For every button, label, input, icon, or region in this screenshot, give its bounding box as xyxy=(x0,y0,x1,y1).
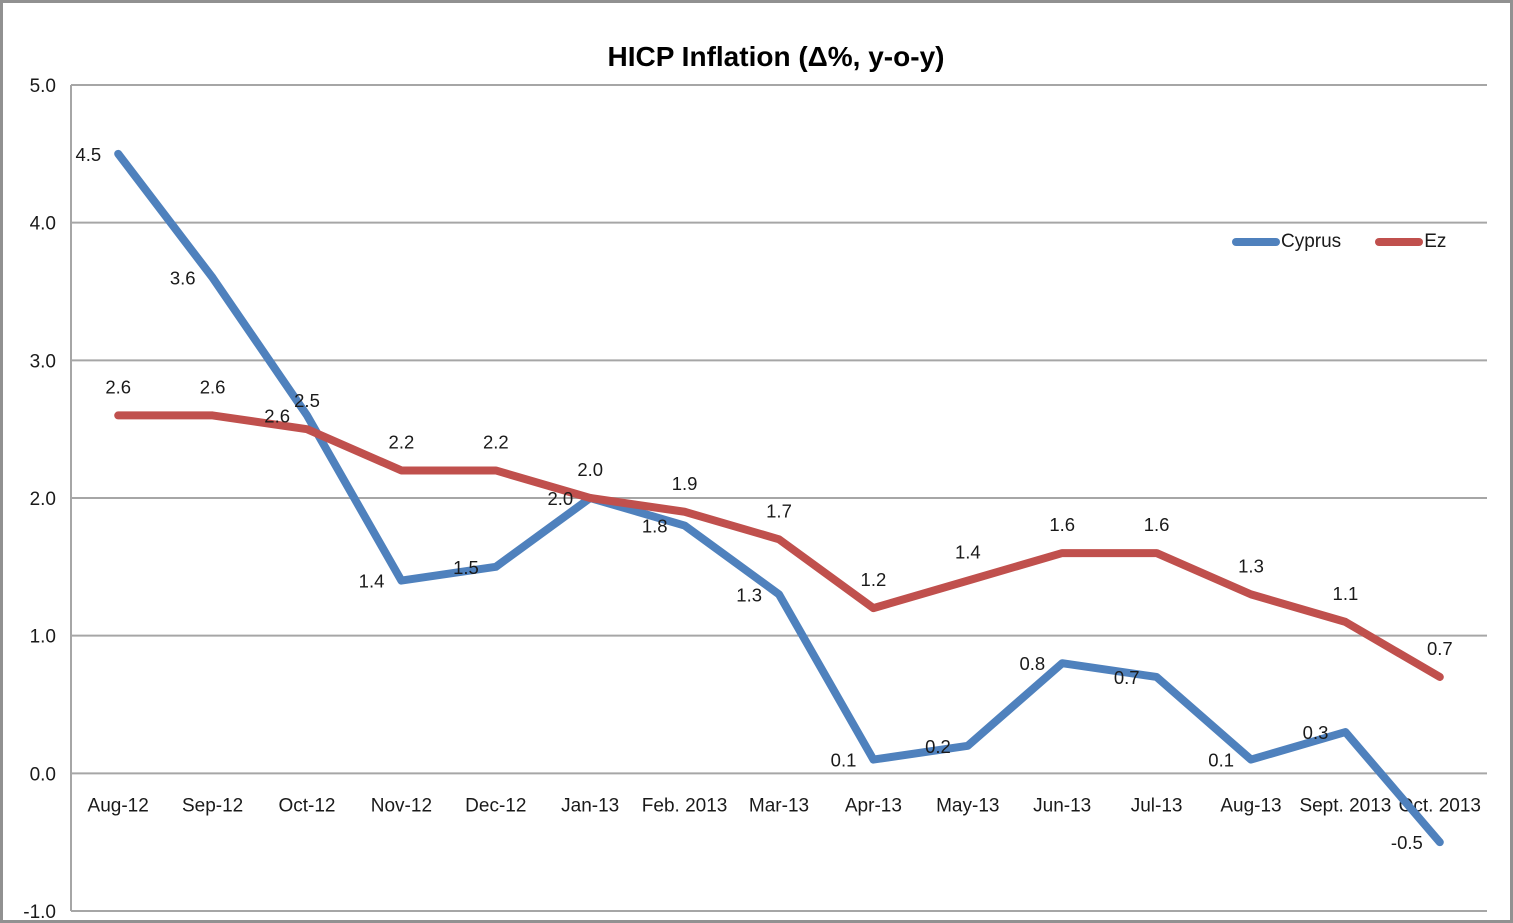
data-label: 1.5 xyxy=(453,557,479,578)
data-label: 0.1 xyxy=(1208,750,1234,771)
data-label: 2.6 xyxy=(200,376,226,397)
data-label: 2.0 xyxy=(547,488,573,509)
x-category-label: Dec-12 xyxy=(465,795,526,816)
data-label: 4.5 xyxy=(75,144,101,165)
x-category-label: Jul-13 xyxy=(1131,795,1183,816)
legend-label: Cyprus xyxy=(1281,231,1342,252)
x-category-label: Aug-12 xyxy=(88,795,149,816)
x-axis-labels: Aug-12 Sep-12 Oct-12 Nov-12 Dec-12 Jan-13 Feb.… xyxy=(88,795,1481,816)
data-label: 1.6 xyxy=(1049,514,1075,535)
data-label: 0.1 xyxy=(831,750,857,771)
data-label: 1.8 xyxy=(642,516,668,537)
data-labels-cyprus: 4.5 3.6 2.6 1.4 1.5 2.0 1.8 1.3 0.1 0.2 0.8 0.7 0.1 0… xyxy=(75,144,1422,853)
gridlines xyxy=(70,84,1487,912)
x-category-label: Jun-13 xyxy=(1033,795,1091,816)
legend-item-ez: Ez xyxy=(1375,231,1446,253)
y-tick-label: 3.0 xyxy=(30,351,56,372)
legend-swatch-icon xyxy=(1375,238,1424,246)
data-label: 2.0 xyxy=(577,459,603,480)
data-label: 2.6 xyxy=(264,405,290,426)
data-label: -0.5 xyxy=(1391,832,1423,853)
data-labels-ez: 2.6 2.62.52.2 2.22.01.91.71.21.41.6 1.61.31… xyxy=(105,376,1452,659)
data-label: 0.3 xyxy=(1303,722,1329,743)
series-line-ez xyxy=(114,411,1444,681)
y-axis-labels: 5.0 4.0 3.0 2.0 1.0 0.0 -1.0 xyxy=(23,76,56,923)
data-label: 1.7 xyxy=(766,500,792,521)
x-category-label: Sep-12 xyxy=(182,795,243,816)
x-category-label: Feb. 2013 xyxy=(642,795,728,816)
data-label: 3.6 xyxy=(170,268,196,289)
legend-label: Ez xyxy=(1424,231,1447,252)
data-label: 0.7 xyxy=(1427,638,1453,659)
data-label: 1.4 xyxy=(955,542,981,563)
data-label: 2.2 xyxy=(483,431,509,452)
data-label: 1.1 xyxy=(1333,583,1359,604)
data-label: 2.2 xyxy=(389,431,415,452)
x-category-label: Oct-12 xyxy=(278,795,335,816)
y-tick-label: 0.0 xyxy=(30,764,56,785)
data-label: 1.9 xyxy=(672,473,698,494)
data-label: 0.2 xyxy=(925,736,951,757)
chart-title: HICP Inflation (Δ%, y-o-y) xyxy=(607,41,945,72)
data-label: 1.3 xyxy=(736,584,762,605)
y-tick-label: 5.0 xyxy=(30,76,56,97)
data-label: 1.6 xyxy=(1144,514,1170,535)
series-line-cyprus xyxy=(114,149,1444,847)
x-category-label: Mar-13 xyxy=(749,795,809,816)
data-label: 0.7 xyxy=(1114,667,1140,688)
legend-item-cyprus: Cyprus xyxy=(1232,231,1341,253)
x-category-label: Jan-13 xyxy=(561,795,619,816)
data-label: 0.8 xyxy=(1019,653,1045,674)
legend-swatch-icon xyxy=(1232,238,1280,246)
data-label: 1.4 xyxy=(359,571,385,592)
x-category-label: May-13 xyxy=(936,795,999,816)
data-label: 2.6 xyxy=(105,376,131,397)
data-label: 1.3 xyxy=(1238,555,1264,576)
chart-canvas: 5.0 4.0 3.0 2.0 1.0 0.0 -1.0 Aug-12 Sep-12 Oct-12… xyxy=(23,76,1487,923)
x-category-label: Apr-13 xyxy=(845,795,902,816)
data-label: 2.5 xyxy=(294,390,320,411)
y-tick-label: 1.0 xyxy=(30,627,56,648)
x-category-label: Oct. 2013 xyxy=(1399,795,1481,816)
data-label: 1.2 xyxy=(861,569,887,590)
chart-legend: Cyprus Ez xyxy=(1232,231,1446,253)
x-category-label: Nov-12 xyxy=(371,795,432,816)
x-category-label: Aug-13 xyxy=(1220,795,1281,816)
y-tick-label: -1.0 xyxy=(23,902,56,923)
y-tick-label: 4.0 xyxy=(30,214,56,235)
y-tick-label: 2.0 xyxy=(30,489,56,510)
x-category-label: Sept. 2013 xyxy=(1299,795,1391,816)
